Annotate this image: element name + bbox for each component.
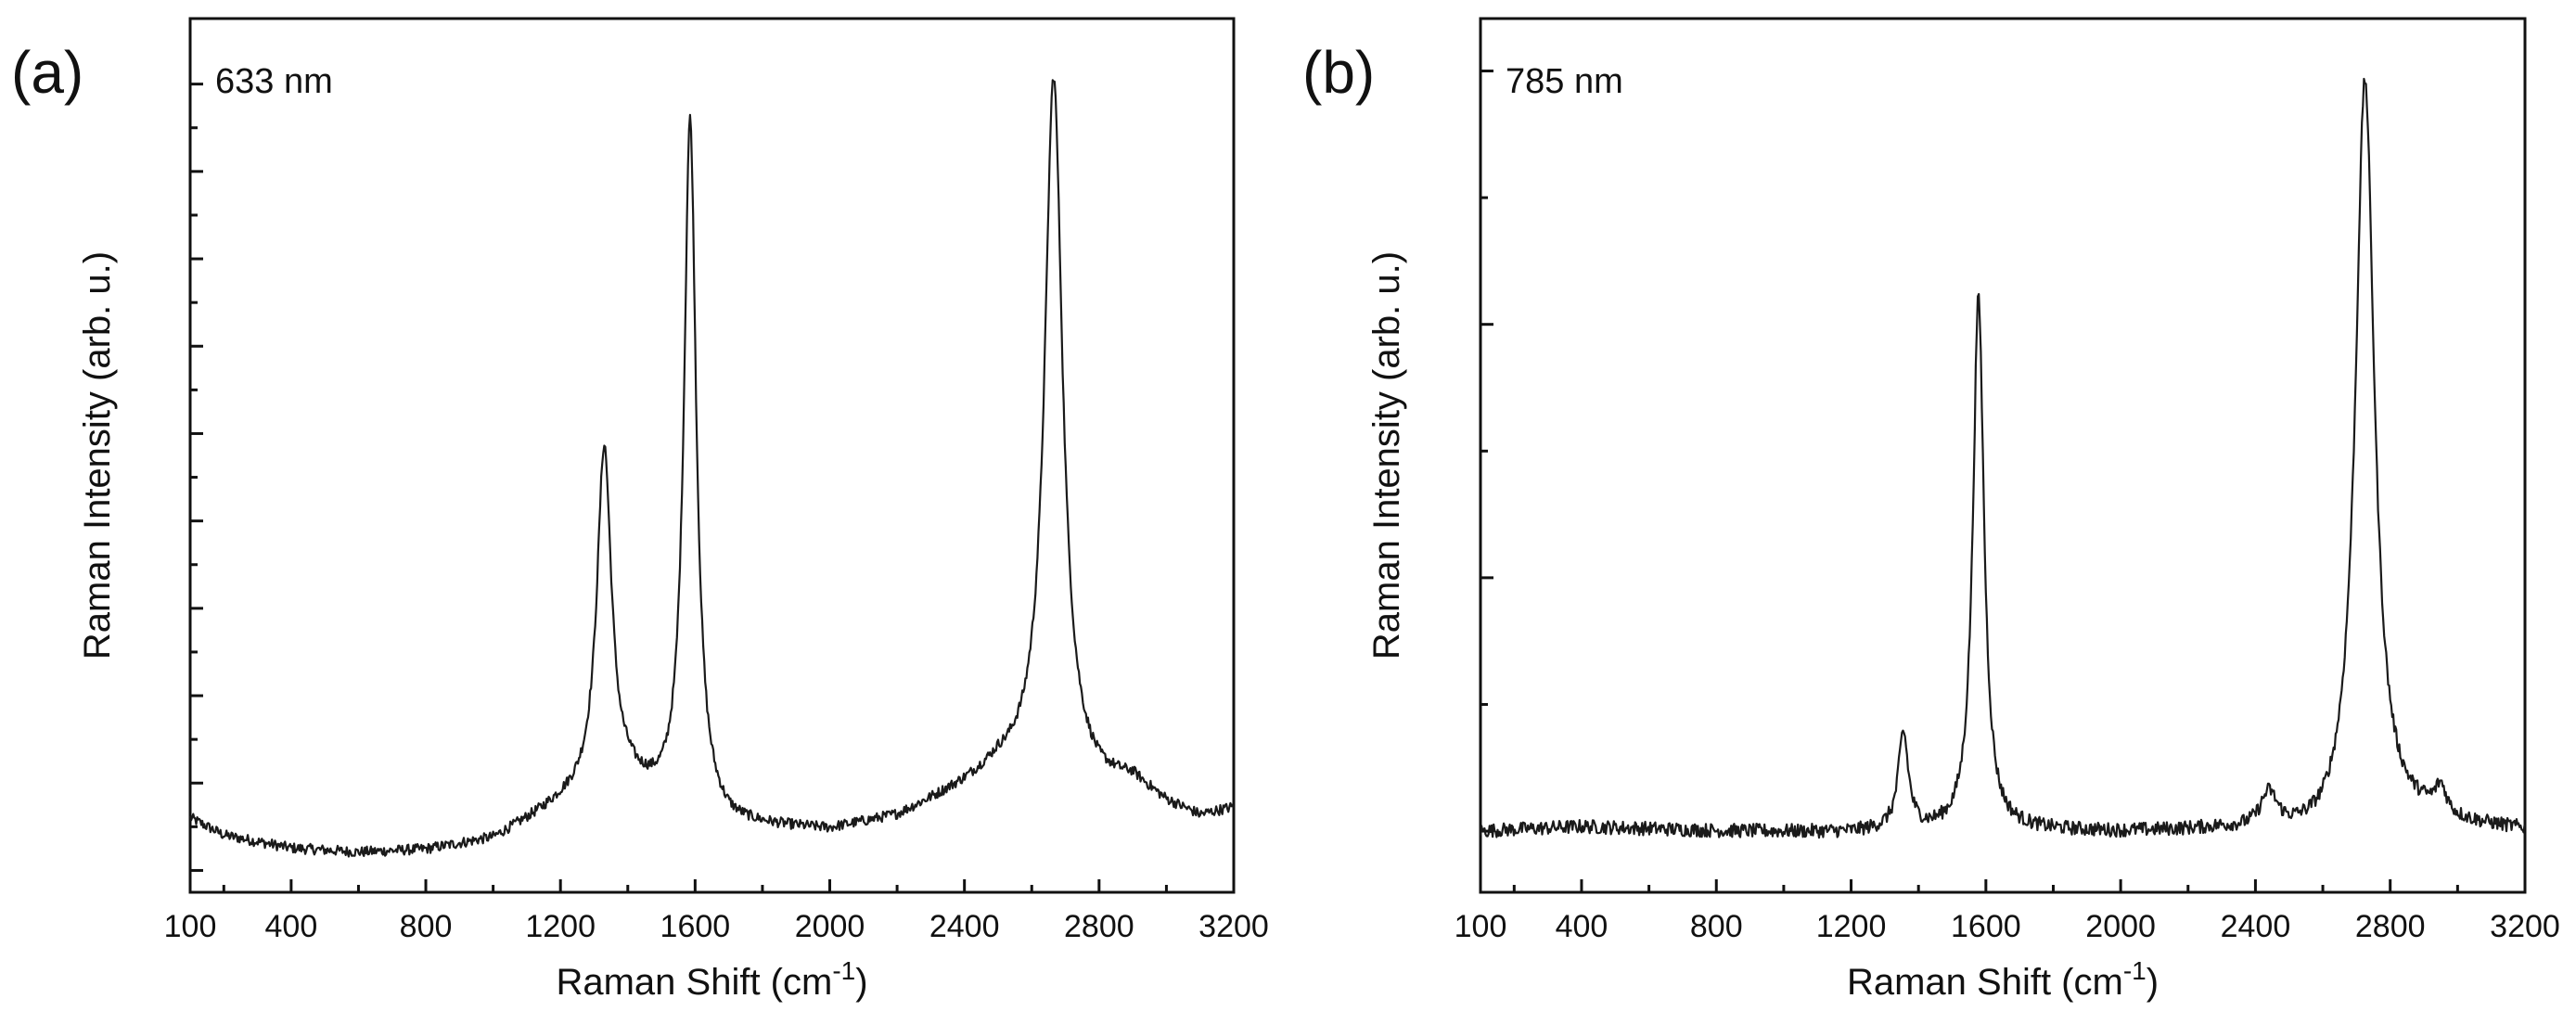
- panel-a: (a) 633 nm 100 400 800 1200 1600 2000 2400 2800 32…: [11, 17, 1269, 1003]
- x-tick-label: 2000: [795, 909, 865, 944]
- panel-label: (a): [11, 39, 83, 106]
- x-tick-label: 800: [1690, 909, 1743, 944]
- laser-wavelength-label: 633 nm: [215, 62, 333, 101]
- x-tick-label: 100: [1455, 909, 1507, 944]
- x-tick-label: 3200: [2490, 909, 2560, 944]
- panel-b: (b) 785 nm 100 400 800 1200 1600 2000 2400 2800 32…: [1302, 17, 2560, 1003]
- x-tick-label: 2800: [1064, 909, 1134, 944]
- x-tick-label: 100: [164, 909, 217, 944]
- x-tick-label: 400: [265, 909, 318, 944]
- panel-label: (b): [1302, 39, 1375, 106]
- x-axis-title: Raman Shift (cm-1): [1847, 956, 2159, 1003]
- x-tick-label: 1200: [1816, 909, 1887, 944]
- x-tick-label: 2400: [929, 909, 1000, 944]
- x-tick-label: 400: [1556, 909, 1608, 944]
- raman-spectrum-line: [188, 79, 1235, 858]
- x-tick-label: 2000: [2085, 909, 2156, 944]
- x-tick-label: 3200: [1198, 909, 1269, 944]
- x-tick-label: 1600: [660, 909, 731, 944]
- x-tick-label: 800: [400, 909, 453, 944]
- raman-spectrum-line: [1479, 77, 2526, 839]
- y-axis-title: Raman Intensity (arb. u.): [77, 251, 118, 659]
- plot-frame: [1479, 17, 2527, 894]
- x-tick-label: 2400: [2221, 909, 2291, 944]
- x-tick-label: 2800: [2355, 909, 2426, 944]
- x-tick-label: 1600: [1951, 909, 2021, 944]
- x-tick-label: 1200: [525, 909, 596, 944]
- x-axis-title: Raman Shift (cm-1): [556, 956, 867, 1003]
- laser-wavelength-label: 785 nm: [1506, 62, 1623, 101]
- y-axis-title: Raman Intensity (arb. u.): [1366, 251, 1407, 659]
- plot-frame: [188, 17, 1236, 894]
